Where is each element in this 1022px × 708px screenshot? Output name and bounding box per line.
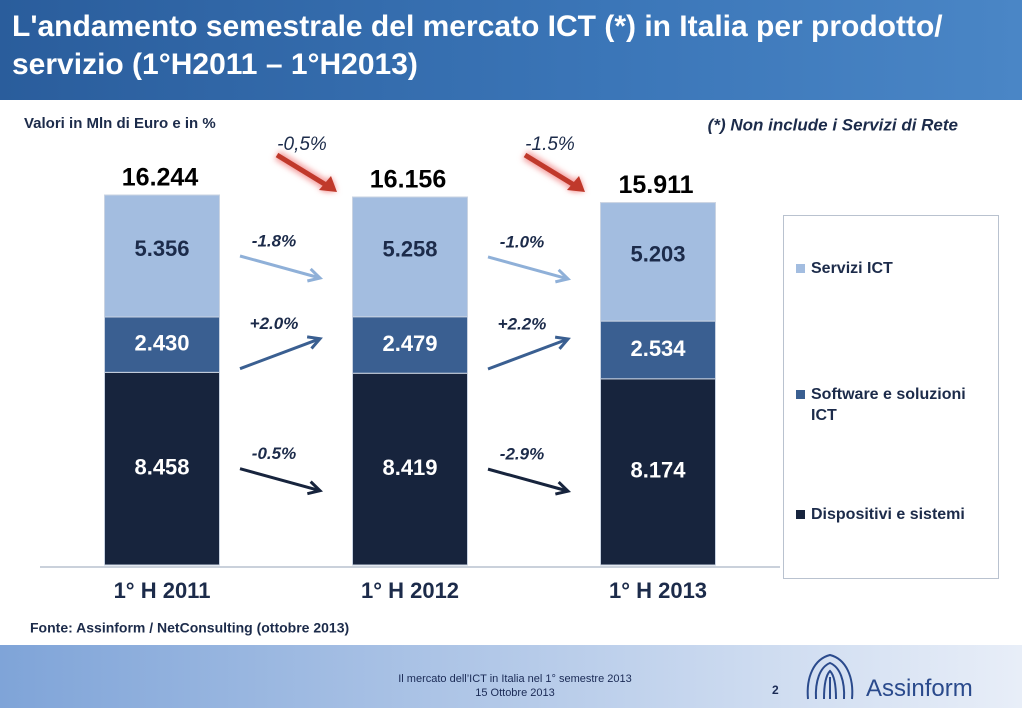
arrow-head bbox=[567, 176, 585, 192]
total-label: 16.244 bbox=[122, 164, 199, 192]
x-tick-label: 1° H 2012 bbox=[361, 578, 459, 603]
legend-swatch bbox=[796, 510, 805, 519]
change-label: -2.9% bbox=[500, 445, 544, 464]
change-arrowhead bbox=[307, 267, 324, 283]
x-tick-label: 1° H 2011 bbox=[114, 578, 211, 603]
value-label: 5.356 bbox=[134, 236, 189, 261]
footer-band: Il mercato dell’ICT in Italia nel 1° sem… bbox=[0, 645, 1022, 708]
bar-segment bbox=[600, 378, 716, 566]
total-change-arrow bbox=[274, 150, 337, 193]
change-arrowhead bbox=[306, 335, 323, 350]
value-label: 2.430 bbox=[134, 330, 189, 355]
header-band: L'andamento semestrale del mercato ICT (… bbox=[0, 0, 1022, 100]
legend-item: Servizi ICT bbox=[796, 258, 991, 279]
total-change-label: -1.5% bbox=[525, 134, 575, 155]
value-label: 2.534 bbox=[630, 336, 686, 361]
chart-note: (*) Non include i Servizi di Rete bbox=[708, 115, 958, 134]
arrow-shaft bbox=[275, 152, 333, 191]
change-arrow bbox=[239, 254, 321, 280]
total-change-arrow bbox=[522, 150, 585, 193]
bar-segment bbox=[104, 194, 220, 318]
value-label: 2.479 bbox=[382, 331, 437, 356]
change-arrow bbox=[487, 337, 569, 371]
value-label: 5.203 bbox=[630, 242, 685, 267]
change-arrowhead bbox=[554, 335, 571, 350]
bar-segment bbox=[104, 371, 220, 566]
change-label: +2.0% bbox=[250, 314, 299, 333]
footer-line: Il mercato dell’ICT in Italia nel 1° sem… bbox=[398, 673, 632, 685]
total-change-label: -0,5% bbox=[277, 134, 327, 155]
value-label: 8.458 bbox=[134, 454, 189, 479]
x-tick-label: 1° H 2013 bbox=[609, 578, 707, 603]
bar-segment bbox=[352, 196, 468, 318]
source: Fonte: Assinform / NetConsulting (ottobr… bbox=[30, 620, 349, 636]
slide-title: L'andamento semestrale del mercato ICT (… bbox=[12, 10, 943, 81]
legend-label: Servizi ICT bbox=[811, 260, 893, 277]
logo-text: Assinform bbox=[866, 675, 973, 702]
legend-swatch bbox=[796, 264, 805, 273]
change-arrowhead bbox=[555, 481, 572, 496]
value-label: 8.174 bbox=[630, 458, 686, 483]
change-label: -1.0% bbox=[500, 232, 544, 251]
change-arrow bbox=[487, 467, 569, 493]
logo-mark bbox=[806, 653, 854, 700]
footer-line: 15 Ottobre 2013 bbox=[475, 687, 555, 699]
legend-label: Dispositivi e sistemi bbox=[811, 506, 965, 523]
change-label: -1.8% bbox=[252, 231, 296, 250]
change-label: -0.5% bbox=[252, 444, 296, 463]
arrow-shaft bbox=[523, 152, 581, 191]
bar-segment bbox=[600, 202, 716, 322]
change-arrow bbox=[487, 255, 569, 281]
change-arrowhead bbox=[555, 268, 572, 284]
page-number: 2 bbox=[772, 683, 779, 697]
arrow-head bbox=[319, 176, 337, 192]
bar-segment bbox=[600, 320, 716, 380]
legend: Servizi ICT Software e soluzioni ICT Dispo… bbox=[783, 215, 999, 579]
bar-segment bbox=[352, 316, 468, 374]
chart-subtitle: Valori in Mln di Euro e in % bbox=[24, 115, 216, 132]
legend-swatch bbox=[796, 390, 805, 399]
change-arrow bbox=[239, 467, 321, 493]
legend-item: Software e soluzioni ICT bbox=[796, 384, 991, 426]
total-label: 16.156 bbox=[370, 166, 446, 194]
value-label: 8.419 bbox=[382, 455, 437, 480]
value-label: 5.258 bbox=[382, 237, 437, 262]
legend-label: Software e soluzioni ICT bbox=[811, 386, 966, 424]
change-label: +2.2% bbox=[498, 314, 547, 333]
change-arrow bbox=[239, 337, 321, 371]
legend-item: Dispositivi e sistemi bbox=[796, 504, 991, 525]
total-label: 15.911 bbox=[618, 171, 693, 199]
change-arrowhead bbox=[307, 480, 324, 496]
